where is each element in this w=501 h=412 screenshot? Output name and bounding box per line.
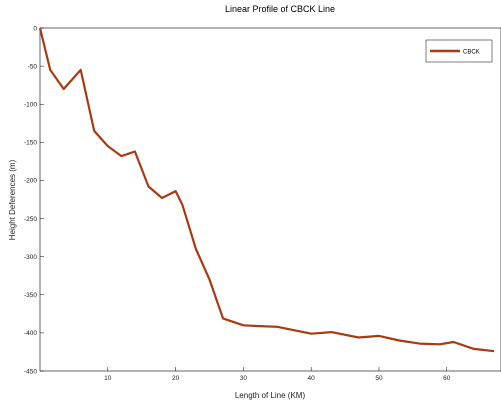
y-tick-label: -450	[24, 368, 37, 375]
chart-title: Linear Profile of CBCK Line	[225, 4, 335, 14]
y-tick-label: -150	[24, 140, 37, 147]
y-tick-label: -200	[24, 178, 37, 185]
y-tick-label: -50	[28, 63, 38, 70]
plot-area	[39, 27, 501, 372]
x-axis-label: Length of Line (KM)	[235, 391, 306, 400]
series-layer	[38, 27, 495, 353]
legend: CBCK	[425, 39, 493, 63]
legend-label: CBCK	[463, 50, 480, 56]
y-tick-label: -250	[24, 216, 37, 223]
x-tick-label: 20	[172, 375, 180, 382]
x-tick-label: 30	[240, 375, 248, 382]
x-tick-label: 50	[375, 375, 383, 382]
x-tick-label: 10	[104, 375, 112, 382]
y-tick-label: -300	[24, 254, 37, 261]
y-axis-label: Height Deferences (m)	[8, 159, 17, 240]
x-tick-label: 60	[443, 375, 451, 382]
y-axis: 0 -50 -100 -150 -200 -250 -300 -350 -400 -450	[24, 25, 44, 375]
y-tick-label: -350	[24, 292, 37, 299]
x-tick-label: 40	[308, 375, 316, 382]
y-tick-label: -400	[24, 330, 37, 337]
series-line-cbck	[38, 27, 495, 353]
y-tick-label: 0	[33, 25, 37, 32]
y-tick-label: -100	[24, 102, 37, 109]
x-axis: 10 20 30 40 50 60	[104, 367, 451, 382]
